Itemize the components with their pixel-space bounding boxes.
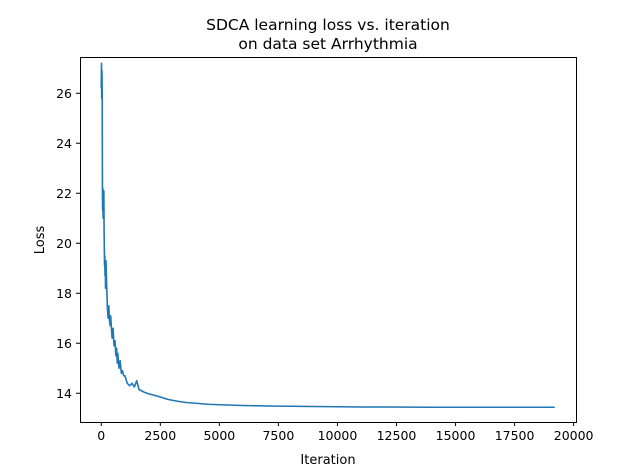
x-tick-label: 7500 xyxy=(262,428,294,443)
y-tick-label: 18 xyxy=(56,286,72,301)
y-tick-label: 26 xyxy=(56,86,72,101)
x-tick-label: 12500 xyxy=(377,428,417,443)
plot-frame xyxy=(80,57,577,423)
chart-title-line-1: SDCA learning loss vs. iteration xyxy=(206,16,450,34)
x-tick-label: 10000 xyxy=(318,428,358,443)
y-tick-label: 22 xyxy=(56,186,72,201)
x-axis-label: Iteration xyxy=(300,453,355,468)
loss-series-line xyxy=(100,62,555,409)
x-tick-label: 2500 xyxy=(144,428,176,443)
y-tick-label: 24 xyxy=(56,136,72,151)
x-tick-label: 5000 xyxy=(203,428,235,443)
series-layer xyxy=(100,62,555,409)
x-tick-label: 17500 xyxy=(495,428,535,443)
x-axis-ticks: 0 2500 5000 7500 10000 12500 15000 17500 20000 xyxy=(97,422,594,443)
x-tick-label: 15000 xyxy=(436,428,476,443)
x-tick-label: 20000 xyxy=(554,428,594,443)
y-tick-label: 16 xyxy=(56,336,72,351)
y-tick-label: 14 xyxy=(56,386,72,401)
y-tick-label: 20 xyxy=(56,236,72,251)
y-axis-label: Loss xyxy=(33,226,48,255)
x-tick-label: 0 xyxy=(97,428,105,443)
y-axis-ticks: 14 16 18 20 22 24 26 xyxy=(56,86,80,401)
chart-title-line-2: on data set Arrhythmia xyxy=(238,35,417,53)
